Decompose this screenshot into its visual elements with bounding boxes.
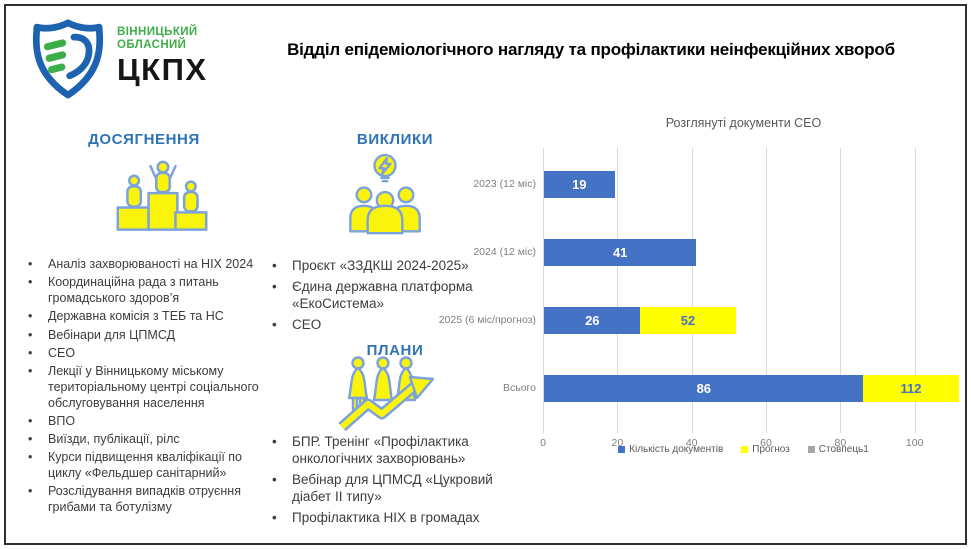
x-axis-tick-label: 40 (685, 437, 698, 449)
chart-gridline (691, 148, 693, 433)
legend-label: Прогноз (752, 444, 790, 455)
chart-category-label: Всього (502, 382, 536, 394)
x-axis-tick-label: 60 (760, 437, 772, 449)
plans-list: БПР. Тренінг «Профілактика онкологічних … (266, 433, 534, 530)
chart-title: Розглянуті документи СЕО (665, 116, 822, 130)
team-growth-icon (336, 354, 440, 437)
org-logo: ВІННИЦЬКИЙ ОБЛАСНИЙ ЦКПХ (26, 18, 208, 100)
achievements-heading: ДОСЯГНЕННЯ (88, 131, 200, 148)
list-item: Виїзди, публікації, рілс (22, 432, 270, 448)
x-axis-tick-label: 80 (834, 437, 847, 449)
bar-documents: 19 (544, 170, 615, 198)
challenges-heading: ВИКЛИКИ (356, 131, 434, 148)
list-item: Курси підвищення кваліфікації по циклу «… (22, 450, 270, 482)
chart-category-label: 2023 (12 міс) (473, 178, 536, 190)
list-item: СЕО (266, 316, 524, 333)
chart-plot-area: 0 20 40 60 80 100 2023 (12 міс) 19 2024 (12 міс)… (439, 148, 963, 449)
chart-gridline (840, 148, 842, 433)
reviewed-documents-chart: Розглянуті документи СЕО 0 20 40 60 80 100 202… (439, 108, 967, 470)
chart-gridline (617, 148, 619, 433)
list-item: Проєкт «ЗЗДКШ 2024-2025» (266, 257, 524, 274)
bar-documents: 41 (544, 238, 697, 266)
x-axis-tick-label: 20 (611, 437, 624, 449)
legend-swatch (741, 446, 749, 453)
list-item: Профілактика НІХ в громадах (266, 509, 534, 526)
legend-swatch (807, 446, 815, 453)
bar-forecast: 112 (862, 374, 960, 402)
list-item: Координаційна рада з питань громадського… (22, 275, 270, 307)
chart-gridline (914, 148, 916, 433)
list-item: Державна комісія з ТЕБ та НС (22, 309, 270, 325)
org-name: ВІННИЦЬКИЙ ОБЛАСНИЙ ЦКПХ (117, 18, 208, 85)
chart-category-label: 2024 (12 міс) (473, 246, 536, 258)
x-axis-tick-label: 0 (540, 437, 546, 449)
achievements-list: Аналіз захворюваності на НІХ 2024 Координ… (22, 257, 270, 518)
list-item: Розслідування випадків отруєння грибами … (22, 484, 270, 516)
team-idea-icon (341, 151, 429, 240)
list-item: Вебінари для ЦПМСД (22, 328, 270, 344)
chart-gridline (766, 148, 767, 433)
list-item: Вебінар для ЦПМСД «Цукровий діабет II ти… (266, 471, 534, 505)
list-item: Аналіз захворюваності на НІХ 2024 (22, 257, 270, 273)
bar-documents: 86 (544, 374, 864, 402)
list-item: БПР. Тренінг «Профілактика онкологічних … (266, 433, 534, 467)
podium-winners-icon (112, 156, 212, 241)
org-name-line2: ОБЛАСНИЙ (117, 39, 187, 52)
chart-legend: Кількість документів Прогноз Стовпець1 (520, 444, 967, 455)
bar-documents: 26 (544, 306, 641, 334)
legend-label: Кількість документів (629, 444, 724, 455)
chart-gridline (543, 148, 544, 433)
org-abbr: ЦКПХ (117, 52, 208, 88)
legend-item: Стовпець1 (807, 444, 869, 455)
legend-swatch (618, 446, 626, 453)
list-item: ВПО (22, 414, 270, 430)
list-item: СЕО (22, 346, 270, 362)
legend-label: Стовпець1 (818, 444, 869, 455)
challenges-list: Проєкт «ЗЗДКШ 2024-2025» Єдина державна п… (266, 257, 524, 337)
legend-item: Прогноз (741, 444, 790, 455)
shield-logo-icon (32, 19, 104, 99)
list-item: Єдина державна платформа «ЕкоСистема» (266, 278, 524, 312)
x-axis-tick-label: 100 (905, 437, 924, 449)
plans-heading: ПЛАНИ (366, 342, 424, 359)
slide-title: Відділ епідеміологічного нагляду та проф… (287, 40, 895, 59)
org-name-line1: ВІННИЦЬКИЙ (117, 26, 198, 38)
legend-item: Кількість документів (618, 444, 723, 455)
chart-category-label: 2025 (6 міс/прогноз) (438, 314, 536, 326)
bar-forecast: 52 (639, 306, 737, 334)
list-item: Лекції у Вінницькому міському територіал… (22, 364, 270, 411)
